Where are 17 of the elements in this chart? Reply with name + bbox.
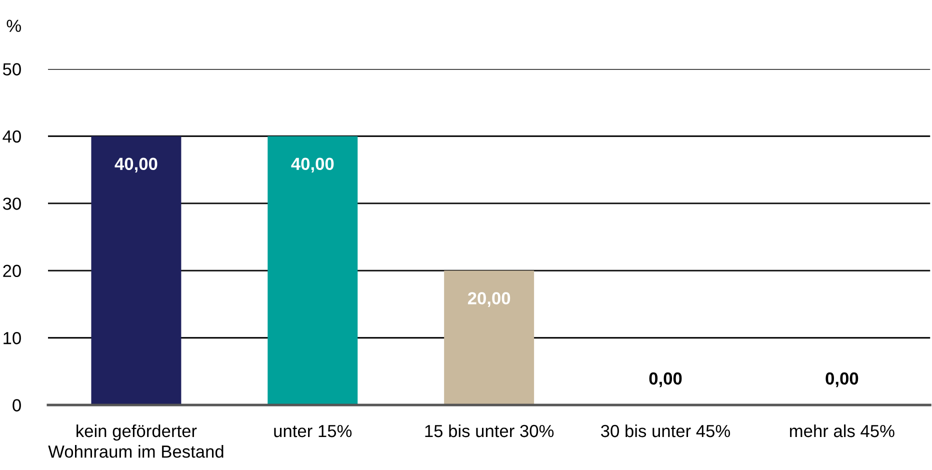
y-tick-label: 10: [4, 332, 21, 344]
x-tick-label: mehr als 45%: [790, 424, 894, 438]
data-label: 40,00: [291, 158, 334, 173]
data-label: 40,00: [114, 158, 158, 173]
y-tick-label: 20: [3, 264, 21, 278]
x-tick-label: 30 bis unter 45%: [601, 424, 730, 438]
data-label: 0,00: [826, 372, 858, 388]
y-tick-label: 50: [2, 63, 21, 76]
y-axis-title: %: [6, 20, 21, 32]
x-tick-label: kein geförderter Wohnraum im Bestand: [48, 424, 224, 458]
y-tick-label: 30: [2, 198, 21, 210]
y-tick-label: 0: [12, 399, 21, 412]
data-label: 0,00: [649, 372, 682, 388]
data-label: 20,00: [468, 292, 510, 307]
y-tick-label: 40: [2, 130, 21, 143]
x-tick-label: unter 15%: [274, 424, 352, 438]
x-tick-label: 15 bis unter 30%: [425, 424, 554, 438]
